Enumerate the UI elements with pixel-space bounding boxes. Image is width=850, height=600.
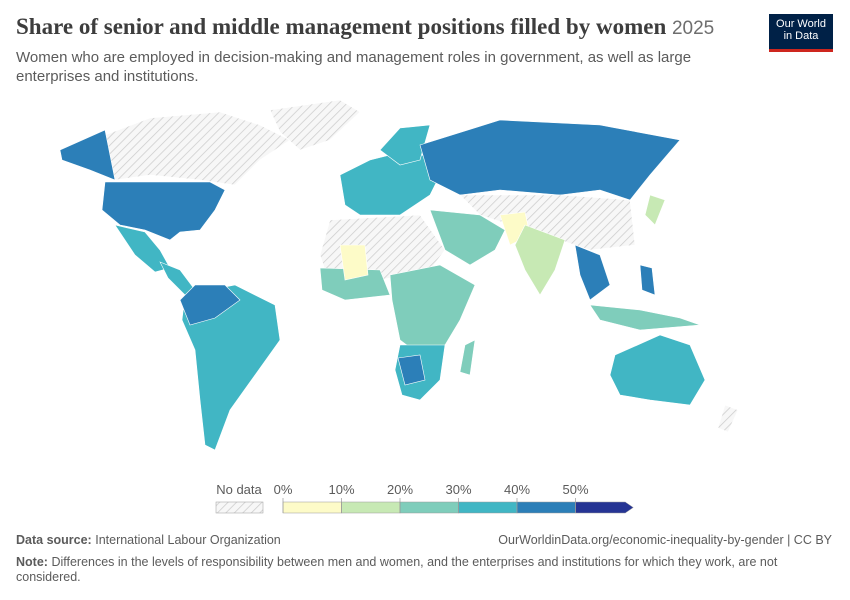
year: 2025 [671,18,715,39]
usa [101,181,226,241]
legend-swatch [341,501,401,514]
source-label: Data source: [16,533,92,547]
legend-no-data-swatch [215,501,264,514]
title-row: Share of senior and middle management po… [16,14,714,40]
india [514,224,566,296]
legend-no-data-label: No data [216,482,262,497]
legend-tick-label: 30% [445,482,471,497]
philippines [639,264,656,296]
legend-swatch [575,501,634,514]
note: Note: Differences in the levels of respo… [16,555,816,585]
url[interactable]: OurWorldinData.org/economic-inequality-b… [498,533,832,547]
legend-swatch [458,501,518,514]
alaska [59,129,116,181]
scandinavia [379,124,431,166]
legend-tick-label: 10% [328,482,354,497]
legend-tick-label: 40% [504,482,530,497]
russia [419,119,681,201]
alaska-canada [104,111,291,186]
madagascar [459,339,476,376]
southeast-asia [574,244,611,301]
namibia-botswana [397,354,426,386]
legend-tick-label: 0% [274,482,293,497]
logo[interactable]: Our World in Data [769,14,833,52]
australia [609,334,706,406]
note-text: Differences in the levels of responsibil… [16,555,778,584]
indonesia [589,304,701,331]
source-text: International Labour Organization [95,533,281,547]
title: Share of senior and middle management po… [16,14,667,39]
greenland [269,99,361,151]
mali [339,244,369,281]
legend-swatch [399,501,459,514]
colombia-venezuela [179,284,241,326]
new-zealand [717,404,739,433]
legend-swatch [516,501,576,514]
africa-west [319,267,391,301]
subtitle: Women who are employed in decision-makin… [16,49,692,85]
japan [644,194,666,226]
source: Data source: International Labour Organi… [16,533,281,548]
africa-central-east [389,264,476,356]
note-label: Note: [16,555,48,569]
logo-line: Our World [776,18,826,30]
legend: No data 0% 10% 20% 30% 40% 50% [215,482,634,514]
south-america [181,284,281,451]
central-asia [459,194,636,251]
legend-tick-label: 50% [562,482,588,497]
legend-tick-label: 20% [387,482,413,497]
europe [339,149,446,216]
legend-swatch [282,501,342,514]
logo-line: in Data [783,30,819,42]
map: No data 0% 10% 20% 30% 40% 50% [59,99,739,514]
countries [59,99,739,451]
